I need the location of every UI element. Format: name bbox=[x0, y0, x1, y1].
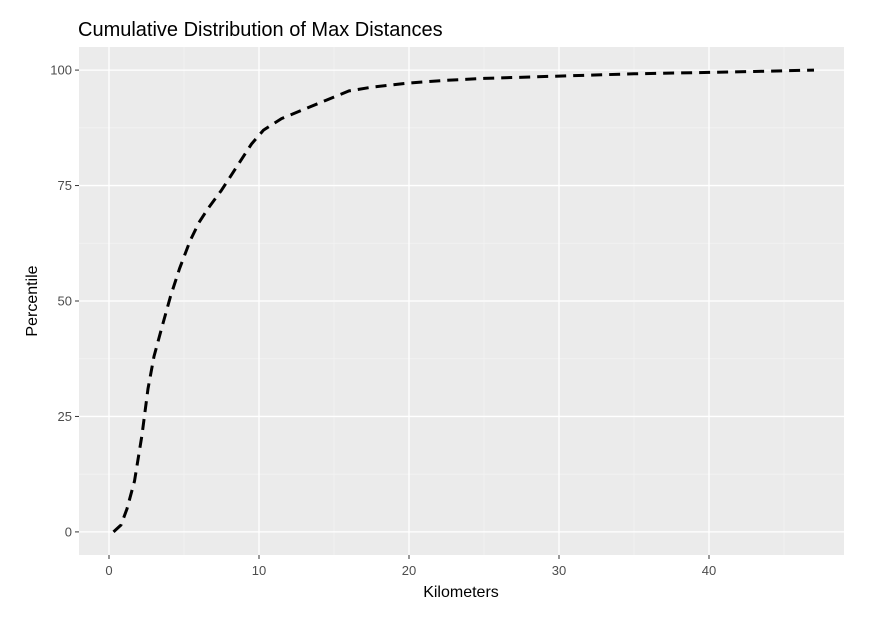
chart-title: Cumulative Distribution of Max Distances bbox=[78, 19, 443, 41]
x-tick-label: 0 bbox=[105, 563, 112, 578]
y-tick-label: 0 bbox=[65, 524, 72, 539]
y-tick-label: 75 bbox=[58, 178, 72, 193]
y-tick-label: 25 bbox=[58, 409, 72, 424]
y-axis: 0 25 50 75 100 bbox=[50, 63, 79, 539]
y-tick-label: 50 bbox=[58, 294, 72, 309]
x-axis-title: Kilometers bbox=[423, 584, 499, 601]
major-gridlines bbox=[79, 47, 844, 555]
x-axis: 0 10 20 30 40 bbox=[105, 555, 716, 578]
series-layer bbox=[112, 68, 815, 534]
x-tick-label: 40 bbox=[702, 563, 716, 578]
x-tick-label: 10 bbox=[252, 563, 266, 578]
y-axis-title: Percentile bbox=[24, 265, 41, 336]
x-tick-label: 20 bbox=[402, 563, 416, 578]
x-tick-label: 30 bbox=[552, 563, 566, 578]
y-tick-label: 100 bbox=[50, 63, 72, 78]
series-line bbox=[112, 68, 815, 534]
